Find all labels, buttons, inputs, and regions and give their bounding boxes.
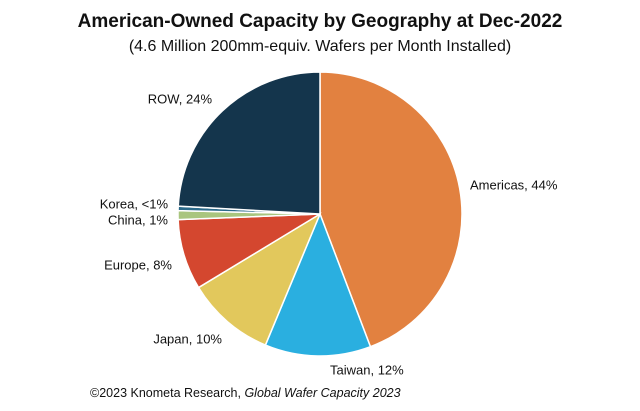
slice-label: China, 1% xyxy=(108,212,168,227)
pie-slice xyxy=(177,71,321,215)
source: ©2023 Knometa Research, Global Wafer Cap… xyxy=(90,386,401,400)
chart-subtitle: (4.6 Million 200mm-equiv. Wafers per Mon… xyxy=(129,38,511,55)
pie-slice xyxy=(264,211,372,357)
chart-title: American-Owned Capacity by Geography at … xyxy=(78,11,563,32)
pie-slice xyxy=(197,212,322,347)
source-title: Global Wafer Capacity 2023 xyxy=(244,386,400,400)
slice-label: ROW, 24% xyxy=(148,91,213,106)
slice-label: Japan, 10% xyxy=(153,331,222,346)
slice-label: Americas, 44% xyxy=(470,177,558,192)
source-text: ©2023 Knometa Research, xyxy=(90,386,241,400)
pie-slice xyxy=(319,71,463,348)
slice-label: Europe, 8% xyxy=(104,257,172,272)
slice-label: Taiwan, 12% xyxy=(330,362,404,377)
slice-label: Korea, <1% xyxy=(100,196,169,211)
